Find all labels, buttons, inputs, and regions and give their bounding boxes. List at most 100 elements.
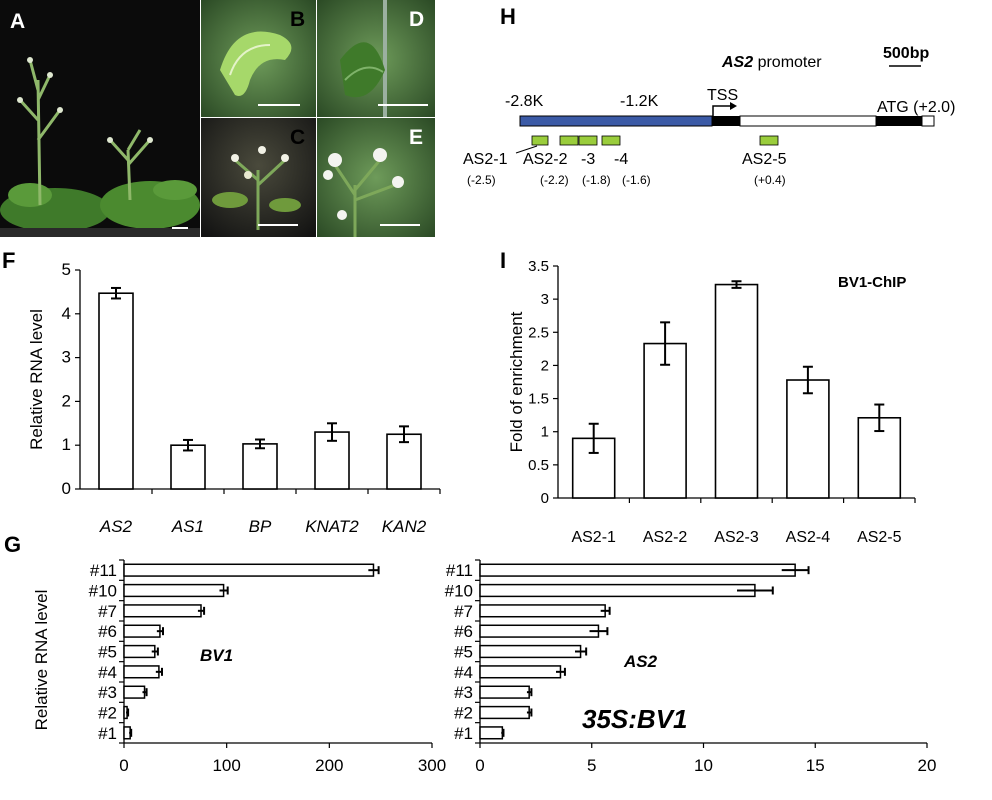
- region-name-3: -3: [581, 151, 595, 168]
- photo-label-a: A: [10, 10, 25, 33]
- y-tick-label-3: 3: [62, 348, 71, 367]
- region-as2-5: [759, 135, 779, 146]
- category-label-4: #4: [454, 663, 473, 682]
- chart-f-relative-rna: 0 1 2 3 4 5 AS2 AS1 BP KNAT2 KAN2 Relative RNA leve…: [27, 260, 441, 536]
- bar-3: [123, 685, 146, 699]
- bar-10: [479, 583, 756, 598]
- category-label-as2: AS2: [99, 517, 133, 536]
- tss-arrowhead: [730, 102, 737, 110]
- category-label-3: #3: [454, 683, 473, 702]
- photo-panel-b: [201, 0, 316, 117]
- chart-g-bv1-expression: 0 100 200 300 #11 #10#7#6 #5#4#3 #2#1 BV1: [89, 559, 446, 775]
- x-tick-label-5: 5: [587, 756, 596, 775]
- x-tick-label-200: 200: [315, 756, 343, 775]
- x-tick-label-20: 20: [918, 756, 937, 775]
- y-axis-label: Relative RNA level: [27, 309, 46, 450]
- photo-panel-a: [0, 0, 200, 237]
- x-tick-label-100: 100: [212, 756, 240, 775]
- category-label-4: #4: [98, 663, 117, 682]
- bar-as2-3: [714, 283, 759, 499]
- promoter-title: AS2 promoter: [721, 54, 822, 71]
- panel-label-g: G: [4, 532, 21, 557]
- panel-label-f: F: [2, 248, 15, 273]
- y-tick-label-5: 5: [62, 260, 71, 279]
- category-label-6: #6: [454, 622, 473, 641]
- category-label-knat2: KNAT2: [305, 517, 359, 536]
- category-label-7: #7: [454, 602, 473, 621]
- bar-3: [479, 685, 530, 699]
- region-pos-3: (-1.8): [582, 173, 611, 187]
- photo-label-d: D: [409, 8, 424, 31]
- photo-panel-c: [201, 118, 316, 237]
- category-label-5: #5: [454, 643, 473, 662]
- region-name-4: -4: [614, 151, 628, 168]
- region-as2-4: [601, 135, 621, 146]
- pos-label-minus-1-2k: -1.2K: [620, 93, 659, 110]
- promoter-white-end: [921, 115, 935, 127]
- photo-panel-e: [317, 118, 435, 237]
- y-tick-label-1: 1: [541, 424, 549, 441]
- promoter-black-segment-1: [712, 116, 740, 126]
- scale-bar-label: 500bp: [883, 45, 929, 62]
- x-tick-label-0: 0: [475, 756, 484, 775]
- panel-label-h: H: [500, 4, 516, 29]
- panel-label-i: I: [500, 248, 506, 273]
- y-tick-label-1-5: 1.5: [528, 391, 549, 408]
- y-tick-label-2: 2: [541, 357, 549, 374]
- category-label-kan2: KAN2: [382, 517, 427, 536]
- category-label-as2-2: AS2-2: [643, 529, 688, 546]
- promoter-blue-segment: [519, 115, 713, 127]
- category-label-5: #5: [98, 643, 117, 662]
- bar-1: [479, 726, 504, 740]
- bar-as2-2: [643, 342, 687, 499]
- bar-2: [479, 705, 530, 720]
- promoter-title-gene: AS2: [721, 54, 753, 71]
- region-as2-2: [559, 135, 579, 146]
- category-label-6: #6: [98, 622, 117, 641]
- category-label-7: #7: [98, 602, 117, 621]
- category-label-bp: BP: [249, 517, 272, 536]
- photo-label-e: E: [409, 126, 423, 149]
- chart-annotation: BV1-ChIP: [838, 274, 906, 291]
- y-axis-label: Fold of enrichment: [507, 311, 526, 452]
- tss-arrow: [712, 105, 730, 116]
- chart-g-ylabel: Relative RNA level: [32, 590, 51, 731]
- category-label-1: #1: [454, 724, 473, 743]
- chart-annotation: AS2: [623, 652, 658, 671]
- pos-label-tss: TSS: [707, 87, 738, 104]
- region-name-as2-1: AS2-1: [463, 151, 508, 168]
- promoter-black-segment-2: [876, 116, 922, 126]
- category-label-1: #1: [98, 724, 117, 743]
- bar-as2: [98, 292, 134, 490]
- bar-as1: [170, 444, 206, 490]
- category-label-11: #11: [90, 561, 117, 580]
- promoter-white-segment: [739, 115, 877, 127]
- y-tick-label-1: 1: [62, 435, 71, 454]
- x-tick-label-0: 0: [119, 756, 128, 775]
- photo-label-c: C: [290, 126, 305, 149]
- x-tick-label-10: 10: [694, 756, 713, 775]
- region-as2-1-leader: [515, 145, 538, 154]
- bar-11: [123, 563, 375, 577]
- y-tick-label-0: 0: [541, 490, 549, 507]
- region-as2-1: [531, 135, 549, 146]
- region-as2-3: [578, 135, 598, 146]
- bar-6: [479, 624, 600, 638]
- category-label-as2-1: AS2-1: [571, 529, 616, 546]
- photo-label-b: B: [290, 8, 305, 31]
- region-pos-as2-2: (-2.2): [540, 173, 569, 187]
- bar-10: [123, 583, 225, 598]
- chart-i-bv1-chip: 0 0.5 1 1.5 2 2.5 3 3.5 AS2-1 AS2-2 AS2-3 AS2-4 AS2-…: [507, 258, 916, 546]
- category-label-10: #10: [445, 582, 473, 601]
- pos-label-minus-2-8k: -2.8K: [505, 93, 544, 110]
- region-pos-as2-1: (-2.5): [467, 173, 496, 187]
- y-tick-label-0: 0: [62, 479, 71, 498]
- y-tick-label-4: 4: [62, 304, 71, 323]
- bar-5: [479, 644, 582, 659]
- category-label-3: #3: [98, 683, 117, 702]
- region-name-as2-5: AS2-5: [742, 151, 787, 168]
- category-label-as2-5: AS2-5: [857, 529, 902, 546]
- bar-7: [479, 604, 606, 618]
- category-label-10: #10: [89, 582, 117, 601]
